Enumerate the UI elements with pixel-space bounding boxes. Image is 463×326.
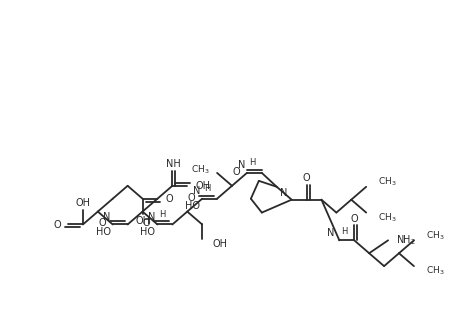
Text: NH: NH [166, 159, 181, 169]
Text: O: O [98, 218, 106, 229]
Text: CH$_3$: CH$_3$ [425, 229, 444, 242]
Text: O: O [302, 173, 310, 183]
Text: H: H [248, 158, 255, 168]
Text: N: N [237, 160, 244, 170]
Text: N: N [280, 188, 287, 198]
Text: N: N [326, 229, 334, 238]
Text: OH: OH [135, 215, 150, 226]
Text: N: N [103, 212, 111, 222]
Text: O: O [350, 214, 357, 224]
Text: HO: HO [95, 228, 111, 237]
Text: HO: HO [140, 228, 155, 237]
Text: OH: OH [195, 181, 210, 191]
Text: O: O [232, 167, 239, 177]
Text: CH$_3$: CH$_3$ [377, 176, 396, 188]
Text: N: N [148, 212, 155, 222]
Text: O: O [165, 194, 173, 204]
Text: HO: HO [185, 200, 200, 211]
Text: OH: OH [75, 198, 90, 208]
Text: O: O [53, 220, 61, 230]
Text: CH$_3$: CH$_3$ [425, 265, 444, 277]
Text: O: O [187, 193, 195, 203]
Text: CH$_3$: CH$_3$ [377, 211, 396, 224]
Text: H: H [341, 227, 347, 236]
Text: OH: OH [212, 239, 226, 249]
Text: NH$_2$: NH$_2$ [395, 233, 415, 247]
Text: H: H [204, 184, 210, 193]
Text: N: N [193, 186, 200, 196]
Text: CH$_3$: CH$_3$ [190, 164, 209, 176]
Text: O: O [143, 218, 150, 229]
Text: H: H [159, 210, 165, 219]
